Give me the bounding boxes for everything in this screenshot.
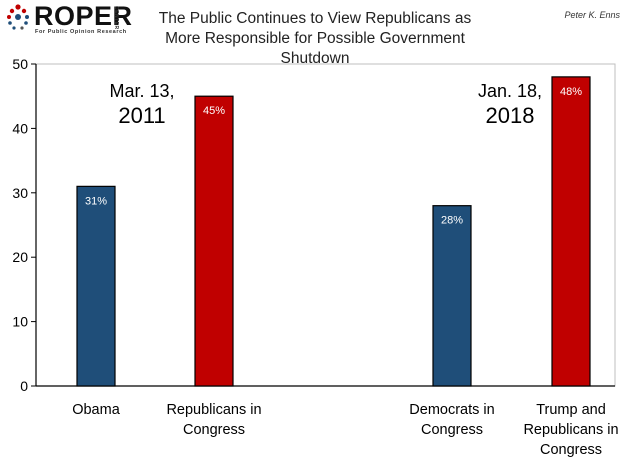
date-annotation: Jan. 18, <box>478 81 542 101</box>
category-label: Republicans in <box>523 422 618 438</box>
y-tick-label: 0 <box>20 378 28 394</box>
date-annotation-year: 2011 <box>118 103 165 128</box>
category-label: Obama <box>72 402 120 418</box>
category-label: Congress <box>421 422 483 438</box>
chart-title: The Public Continues to View Republicans… <box>150 9 480 69</box>
logo-tagline: For Public Opinion Research <box>35 29 127 35</box>
bar <box>551 76 591 387</box>
author-credit: Peter K. Enns <box>564 10 620 20</box>
bar <box>76 185 116 387</box>
bar-value-label: 48% <box>560 86 582 98</box>
y-tick-label: 50 <box>12 56 28 72</box>
category-label: Democrats in <box>409 402 494 418</box>
roper-logo-icon <box>7 4 29 30</box>
date-annotation: Mar. 13, <box>109 81 174 101</box>
chart-bars <box>76 76 591 387</box>
bar <box>432 205 472 387</box>
chart-title-line-2: More Responsible for Possible Government… <box>165 30 465 67</box>
category-label: Trump and <box>536 402 606 418</box>
roper-logo: ROPER For Public Opinion Research CENTER <box>4 1 132 42</box>
bar <box>194 95 234 387</box>
y-tick-label: 10 <box>12 314 28 330</box>
category-label: Congress <box>183 422 245 438</box>
y-tick-label: 20 <box>12 249 28 265</box>
bar-value-label: 31% <box>85 195 107 207</box>
category-label: Congress <box>540 442 602 458</box>
chart-labels: 31% Obama 45% Republicans in Congress 28% Demo… <box>72 81 618 458</box>
chart-title-line-1: The Public Continues to View Republicans… <box>158 10 472 27</box>
chart-axes: 0 10 20 30 40 50 <box>12 56 616 394</box>
y-tick-label: 30 <box>12 185 28 201</box>
logo-side-text: CENTER <box>113 6 119 30</box>
category-label: Republicans in <box>166 402 261 418</box>
logo-wordmark: ROPER <box>34 1 133 31</box>
y-tick-label: 40 <box>12 120 28 136</box>
bar-value-label: 45% <box>203 105 225 117</box>
bar-value-label: 28% <box>441 215 463 227</box>
date-annotation-year: 2018 <box>486 103 535 128</box>
